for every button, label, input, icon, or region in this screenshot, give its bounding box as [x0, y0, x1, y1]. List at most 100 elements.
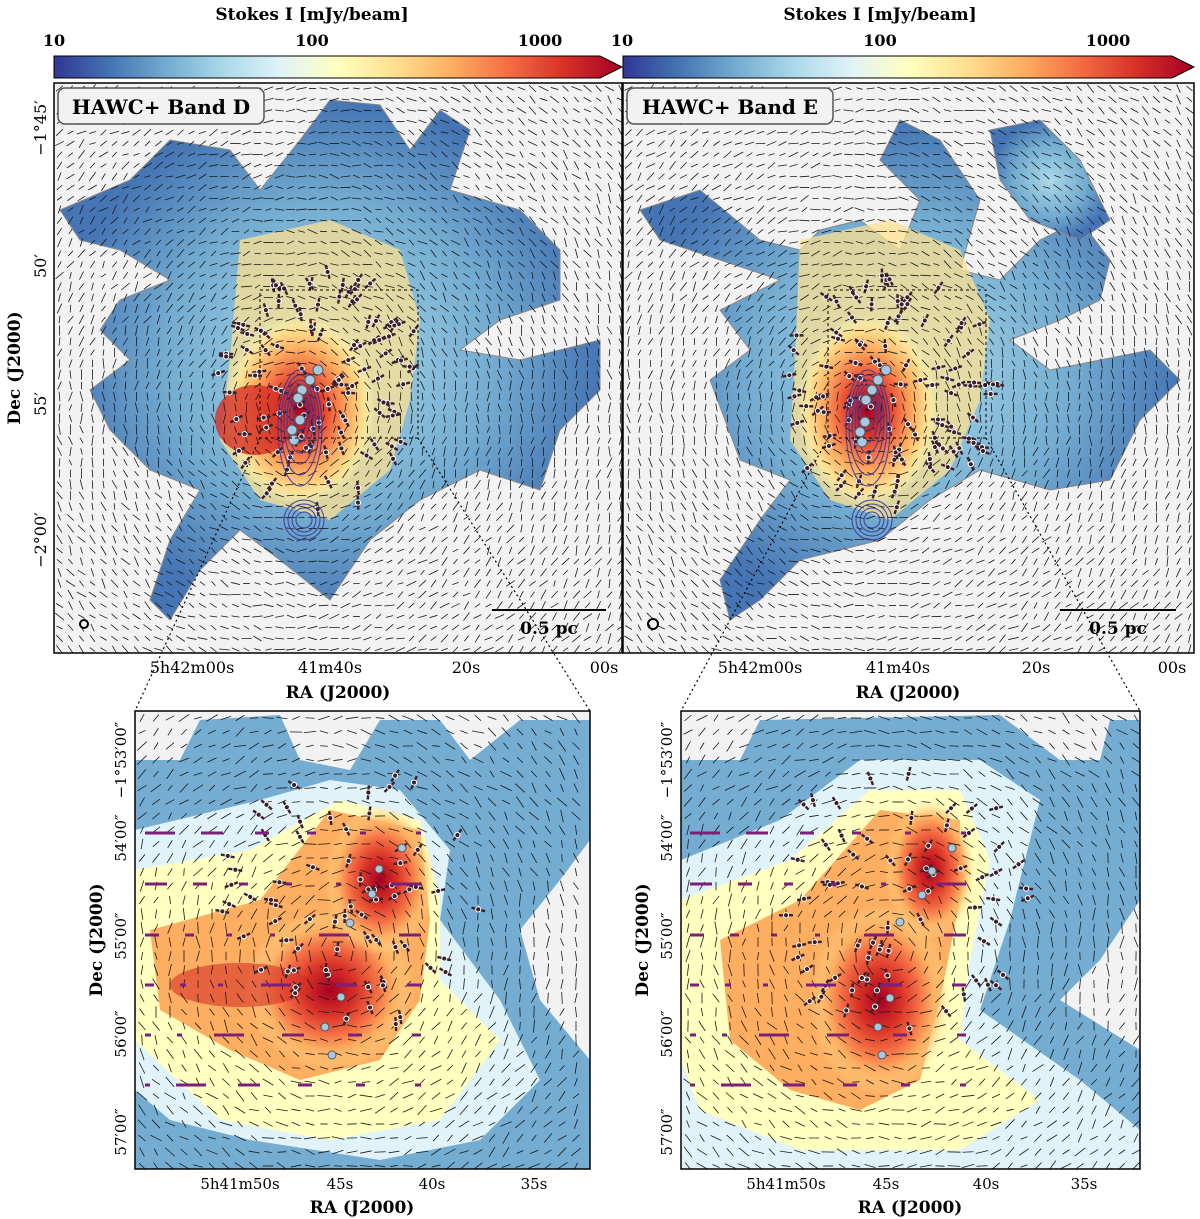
polarization-vector [476, 437, 479, 444]
polarization-vector [854, 459, 865, 466]
polarization-vector [539, 580, 548, 587]
polarization-vector [932, 459, 941, 466]
polarization-vector [486, 347, 491, 358]
polarization-vector [91, 393, 94, 400]
polarization-vector [586, 469, 589, 478]
polarization-vector [954, 283, 963, 290]
polarization-vector [529, 580, 536, 587]
polarization-vector [197, 153, 208, 156]
polarization-vector [527, 195, 538, 202]
polarization-vector [517, 173, 526, 180]
polarization-vector [253, 230, 262, 233]
polarization-vector [496, 513, 503, 522]
overlay-point [317, 331, 324, 338]
polarization-vector [483, 151, 494, 158]
polarization-vector [475, 447, 480, 456]
polarization-vector [188, 251, 195, 256]
polarization-vector [1154, 261, 1159, 268]
polarization-vector [1187, 238, 1192, 247]
polarization-vector [454, 337, 457, 346]
polarization-vector [704, 381, 707, 390]
contour-line [283, 499, 325, 541]
polarization-vector [702, 295, 709, 300]
polarization-vector [619, 226, 622, 237]
polarization-vector [541, 303, 546, 314]
polarization-vector [364, 580, 371, 587]
polarization-vector [636, 151, 643, 158]
polarization-vector [562, 160, 569, 171]
polarization-vector [529, 304, 536, 313]
polarization-vector [307, 493, 318, 498]
polarization-vector [1088, 326, 1093, 335]
polarization-vector [1109, 129, 1116, 136]
polarization-vector [921, 329, 930, 332]
polarization-vector [790, 448, 797, 455]
polarization-vector [1098, 97, 1105, 102]
polarization-vector [702, 239, 709, 246]
polarization-vector [398, 336, 403, 347]
polarization-vector [88, 228, 97, 235]
polarization-vector [80, 547, 83, 554]
polarization-vector [210, 359, 217, 368]
polarization-vector [275, 196, 284, 201]
polarization-vector [922, 338, 929, 345]
polarization-vector [1154, 194, 1159, 203]
polarization-vector [132, 580, 141, 587]
polarization-vector [833, 504, 842, 509]
polarization-vector [90, 558, 95, 565]
polarization-vector [1152, 172, 1161, 181]
polarization-vector [832, 250, 843, 257]
polarization-vector [397, 217, 404, 224]
polarization-vector [418, 580, 427, 587]
polarization-vector [680, 161, 687, 170]
polarization-vector [542, 502, 545, 511]
polarization-vector [142, 218, 153, 223]
polarization-vector [507, 206, 514, 213]
polarization-vector [375, 358, 382, 369]
polarization-vector [164, 219, 175, 222]
polarization-vector [1133, 414, 1136, 423]
polarization-vector [275, 340, 284, 343]
polarization-vector [998, 129, 1007, 136]
polarization-vector [209, 615, 218, 618]
polarization-vector [253, 525, 262, 532]
polarization-vector [145, 303, 150, 314]
polarization-vector [517, 578, 526, 589]
polarization-vector [188, 549, 195, 552]
polarization-vector [1144, 206, 1147, 213]
polarization-vector [121, 645, 130, 653]
polarization-vector [635, 238, 644, 247]
polarization-vector [1075, 228, 1084, 235]
polarization-vector [519, 359, 524, 368]
polarization-vector [649, 425, 652, 434]
polarization-vector [465, 468, 468, 479]
polarization-vector [1043, 228, 1050, 235]
polarization-vector [187, 537, 196, 542]
polarization-vector [199, 274, 206, 277]
polarization-vector [832, 316, 843, 323]
polarization-vector [443, 446, 446, 457]
polarization-vector [387, 425, 392, 434]
polarization-vector [430, 218, 437, 223]
polarization-vector [550, 557, 559, 566]
polarization-vector [453, 261, 458, 268]
overlay-point [367, 280, 374, 287]
polarization-vector [54, 612, 65, 621]
polarization-vector [496, 250, 503, 257]
polarization-vector [586, 305, 589, 312]
polarization-vector [583, 636, 592, 641]
polarization-vector [1034, 393, 1037, 400]
polarization-vector [1098, 182, 1105, 193]
polarization-vector [1031, 140, 1040, 147]
polarization-vector [145, 381, 150, 390]
polarization-vector [1121, 162, 1126, 169]
polarization-vector [189, 426, 194, 433]
polarization-vector [209, 128, 218, 137]
polarization-vector [113, 490, 116, 501]
polarization-vector [375, 636, 382, 641]
polarization-vector [790, 273, 797, 278]
polarization-vector [1154, 448, 1159, 455]
polarization-vector [476, 425, 479, 434]
polarization-vector [746, 163, 753, 168]
polarization-vector [541, 326, 546, 335]
